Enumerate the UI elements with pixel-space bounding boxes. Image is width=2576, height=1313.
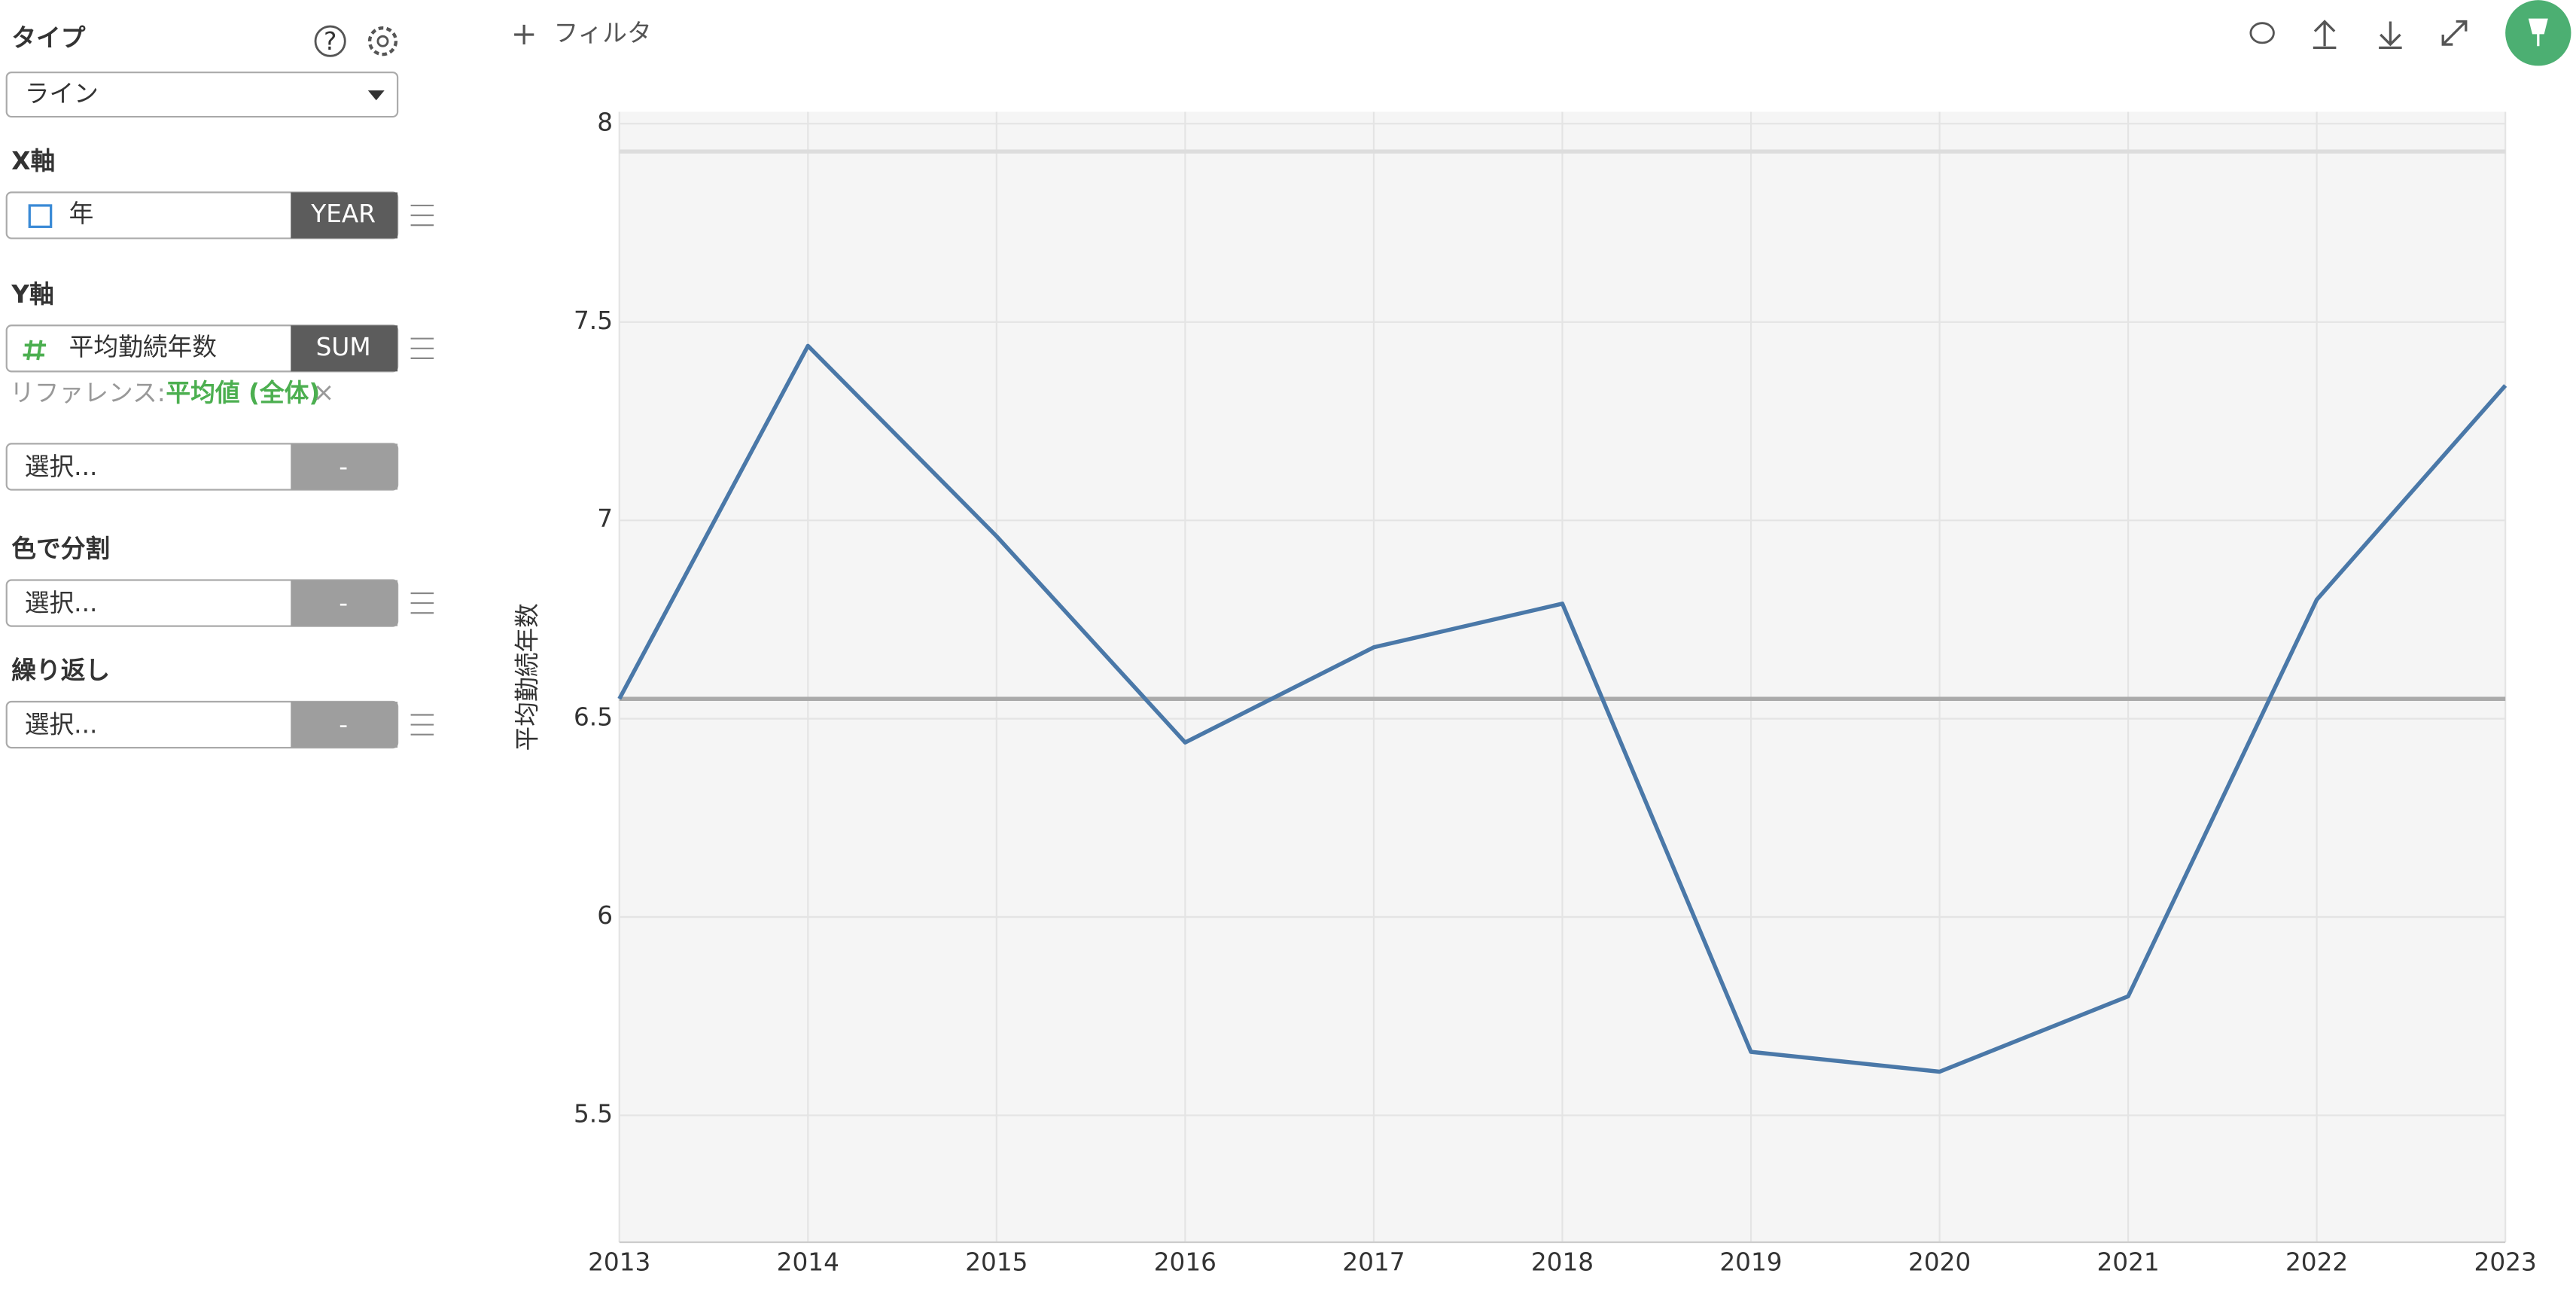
color-agg: - <box>339 589 348 617</box>
remove-reference[interactable] <box>316 385 331 401</box>
upload-icon[interactable] <box>2313 20 2337 50</box>
x-tick-label: 2019 <box>1719 1248 1782 1276</box>
x-tick-label: 2023 <box>2474 1248 2537 1276</box>
type-dropdown[interactable] <box>5 72 399 118</box>
expand-icon[interactable] <box>2441 20 2468 46</box>
drag-handle[interactable] <box>410 592 434 614</box>
sidebar: タイプ ? ライン X軸 年 YEAR Y軸 平均勤続年数 SUM リファレンス… <box>5 24 434 749</box>
x-tick-label: 2015 <box>965 1248 1028 1276</box>
x-agg-button[interactable] <box>291 192 398 239</box>
x-tick-label: 2018 <box>1531 1248 1594 1276</box>
pin-icon <box>2528 18 2548 47</box>
data-line <box>617 343 2507 1074</box>
y-agg-button[interactable] <box>291 325 398 372</box>
chart: 5.5 6 6.5 7 7.5 8 2013 2014 2015 2016 2017 2018 2019… <box>513 108 2537 1276</box>
y-field: 平均勤続年数 <box>69 333 217 361</box>
x-field: 年 <box>69 200 94 228</box>
extra-field: 選択... <box>25 452 98 481</box>
type-value: ライン <box>25 80 99 108</box>
repeat-field: 選択... <box>25 711 98 739</box>
help-icon-glyph: ? <box>324 27 336 56</box>
y-tick-label: 7 <box>597 504 613 533</box>
settings-icon[interactable] <box>367 26 398 56</box>
download-icon[interactable] <box>2379 21 2402 50</box>
y-axis-label: Y軸 <box>11 280 53 309</box>
x-tick-label: 2022 <box>2285 1248 2348 1276</box>
x-agg: YEAR <box>310 200 376 228</box>
y-tick-label: 7.5 <box>574 306 613 335</box>
repeat-label: 繰り返し <box>11 656 110 685</box>
reference-prefix: リファレンス: <box>10 379 166 407</box>
dropdown-caret <box>367 90 385 101</box>
repeat-agg-button[interactable] <box>291 702 398 748</box>
type-label: タイプ <box>11 24 85 53</box>
drag-handle[interactable] <box>410 204 434 227</box>
y-tick-label: 5.5 <box>574 1099 613 1128</box>
extra-agg: - <box>339 452 348 481</box>
y-agg: SUM <box>316 333 371 361</box>
filter-button[interactable]: フィルタ <box>553 19 651 47</box>
color-field: 選択... <box>25 589 98 617</box>
extra-agg-button[interactable] <box>291 443 398 490</box>
settings-icon-core <box>376 35 389 47</box>
x-axis-label: X軸 <box>11 147 55 175</box>
x-tick-label: 2013 <box>588 1248 650 1276</box>
color-agg-button[interactable] <box>291 580 398 626</box>
repeat-agg: - <box>339 711 348 739</box>
drag-handle[interactable] <box>410 337 434 359</box>
x-tick-label: 2016 <box>1154 1248 1216 1276</box>
y-tick-label: 6 <box>597 901 613 930</box>
x-tick-label: 2014 <box>777 1248 839 1276</box>
x-tick-label: 2017 <box>1342 1248 1405 1276</box>
y-tick-label: 8 <box>597 108 613 136</box>
x-tick-label: 2021 <box>2096 1248 2159 1276</box>
add-filter-icon[interactable] <box>514 24 534 45</box>
drag-handle[interactable] <box>410 714 434 736</box>
comment-icon[interactable] <box>2249 22 2275 44</box>
calendar-icon <box>28 204 53 228</box>
toolbar: フィルタ <box>514 0 2571 66</box>
color-label: 色で分割 <box>11 535 110 563</box>
x-tick-label: 2020 <box>1908 1248 1971 1276</box>
y-axis-title: 平均勤続年数 <box>513 603 542 751</box>
y-tick-label: 6.5 <box>574 703 613 732</box>
help-icon[interactable] <box>314 25 346 57</box>
number-icon <box>23 340 47 361</box>
reference-value[interactable]: 平均値 (全体) <box>166 379 320 407</box>
